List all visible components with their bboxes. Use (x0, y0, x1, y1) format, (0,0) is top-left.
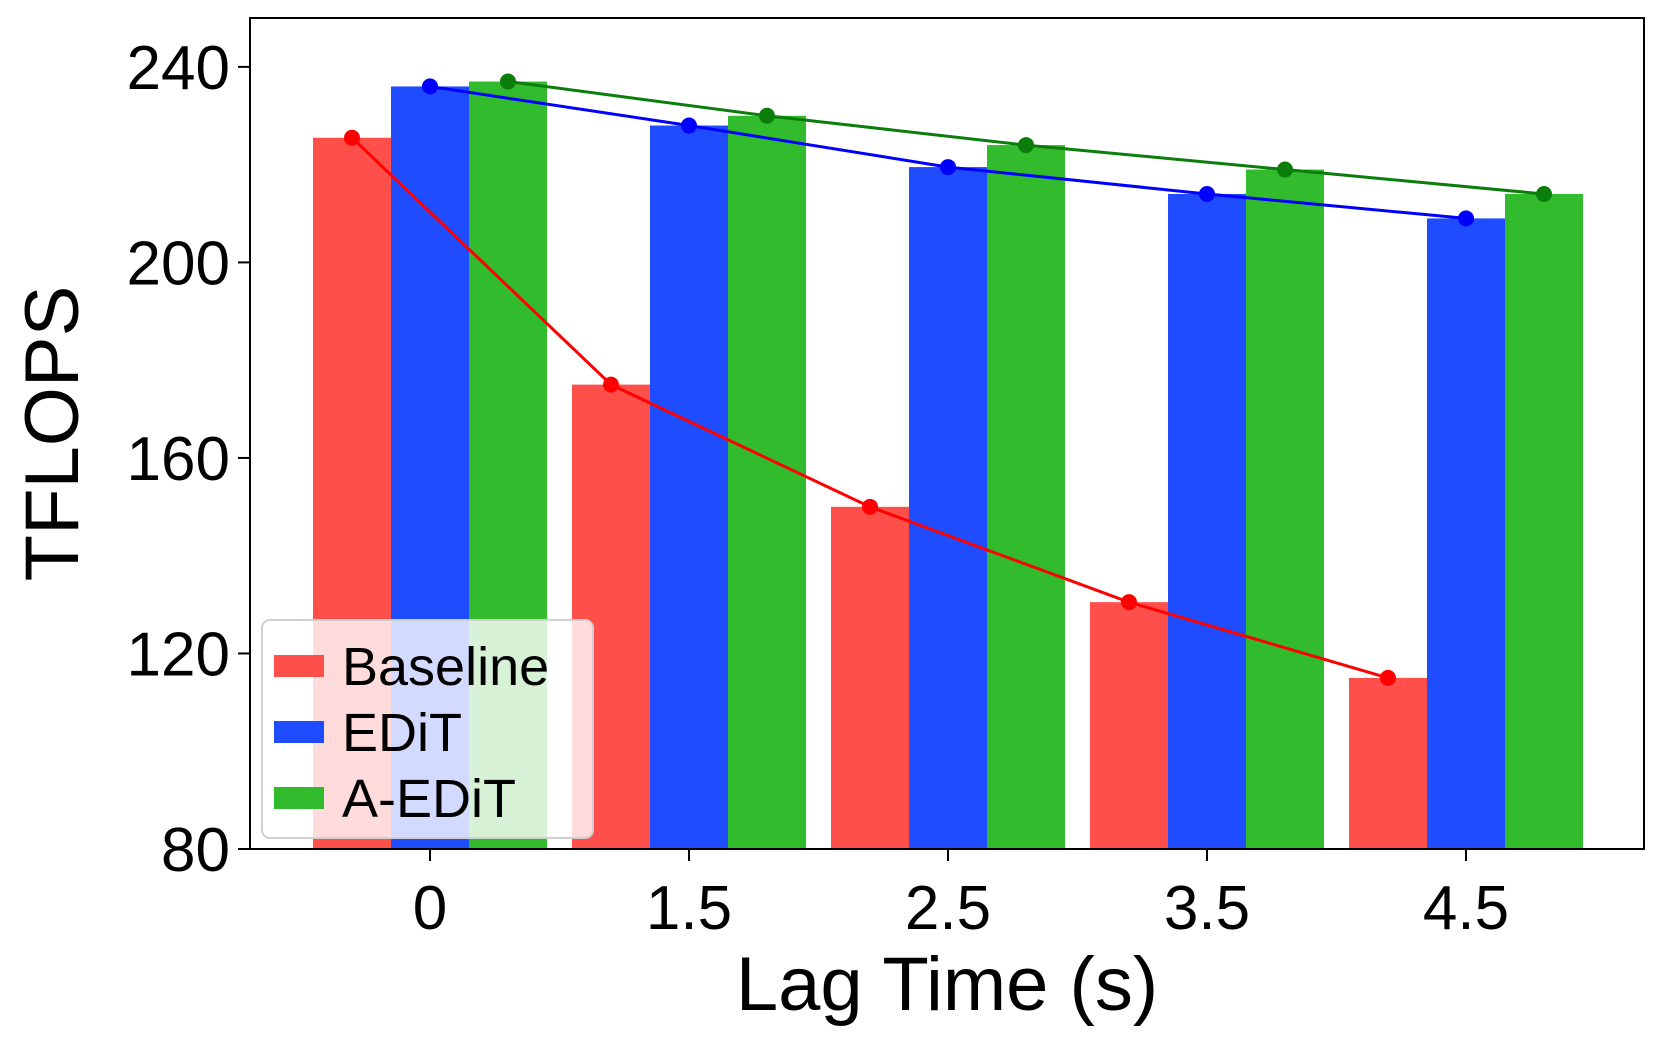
marker-baseline-1.5 (603, 376, 619, 393)
marker-baseline-0 (344, 129, 360, 146)
bar-edit-2.5 (909, 167, 987, 849)
x-tick-label-2.5: 2.5 (905, 874, 991, 943)
marker-layer (344, 73, 1552, 686)
marker-edit-1.5 (681, 117, 697, 134)
marker-edit-4.5 (1458, 210, 1474, 227)
bar-layer (313, 81, 1583, 850)
bar-a-edit-1.5 (728, 115, 806, 849)
bar-edit-1.5 (650, 125, 728, 849)
x-axis-title: Lag Time (s) (736, 942, 1158, 1027)
bar-baseline-2.5 (831, 506, 909, 849)
bar-a-edit-3.5 (1246, 169, 1324, 850)
bar-a-edit-4.5 (1505, 193, 1583, 850)
legend-swatch-edit (274, 721, 324, 743)
x-axis: 0 1.5 2.5 3.5 4.5 (413, 849, 1509, 943)
bar-baseline-4.5 (1349, 677, 1427, 849)
legend-swatch-baseline (274, 655, 324, 677)
y-tick-label-200: 200 (127, 229, 230, 298)
marker-a-edit-4.5 (1536, 185, 1552, 202)
marker-edit-2.5 (940, 159, 956, 176)
marker-baseline-2.5 (862, 498, 878, 515)
y-tick-label-160: 160 (127, 425, 230, 494)
x-tick-label-1.5: 1.5 (646, 874, 732, 943)
marker-a-edit-1.5 (759, 107, 775, 124)
legend-swatch-a-edit (274, 787, 324, 809)
x-tick-label-4.5: 4.5 (1423, 874, 1509, 943)
x-tick-label-3.5: 3.5 (1164, 874, 1250, 943)
bar-a-edit-2.5 (987, 145, 1065, 849)
bar-baseline-3.5 (1090, 602, 1168, 849)
marker-a-edit-2.5 (1018, 137, 1034, 154)
marker-baseline-4.5 (1380, 669, 1396, 686)
marker-a-edit-3.5 (1277, 161, 1293, 178)
legend-label-baseline: Baseline (342, 637, 549, 697)
y-tick-label-120: 120 (127, 620, 230, 689)
bar-edit-3.5 (1168, 193, 1246, 850)
legend-box (261, 619, 594, 839)
y-tick-label-80: 80 (161, 816, 230, 885)
y-axis: 80 120 160 200 240 (127, 34, 250, 885)
legend-label-a-edit: A-EDiT (342, 769, 516, 829)
marker-edit-0 (422, 78, 438, 95)
bar-edit-4.5 (1427, 218, 1505, 849)
y-axis-title: TFLOPS (10, 286, 95, 582)
legend-label-edit: EDiT (342, 703, 462, 763)
marker-a-edit-0 (500, 73, 516, 90)
marker-baseline-3.5 (1121, 594, 1137, 611)
x-tick-label-0: 0 (413, 874, 447, 943)
y-tick-label-240: 240 (127, 34, 230, 103)
marker-edit-3.5 (1199, 185, 1215, 202)
